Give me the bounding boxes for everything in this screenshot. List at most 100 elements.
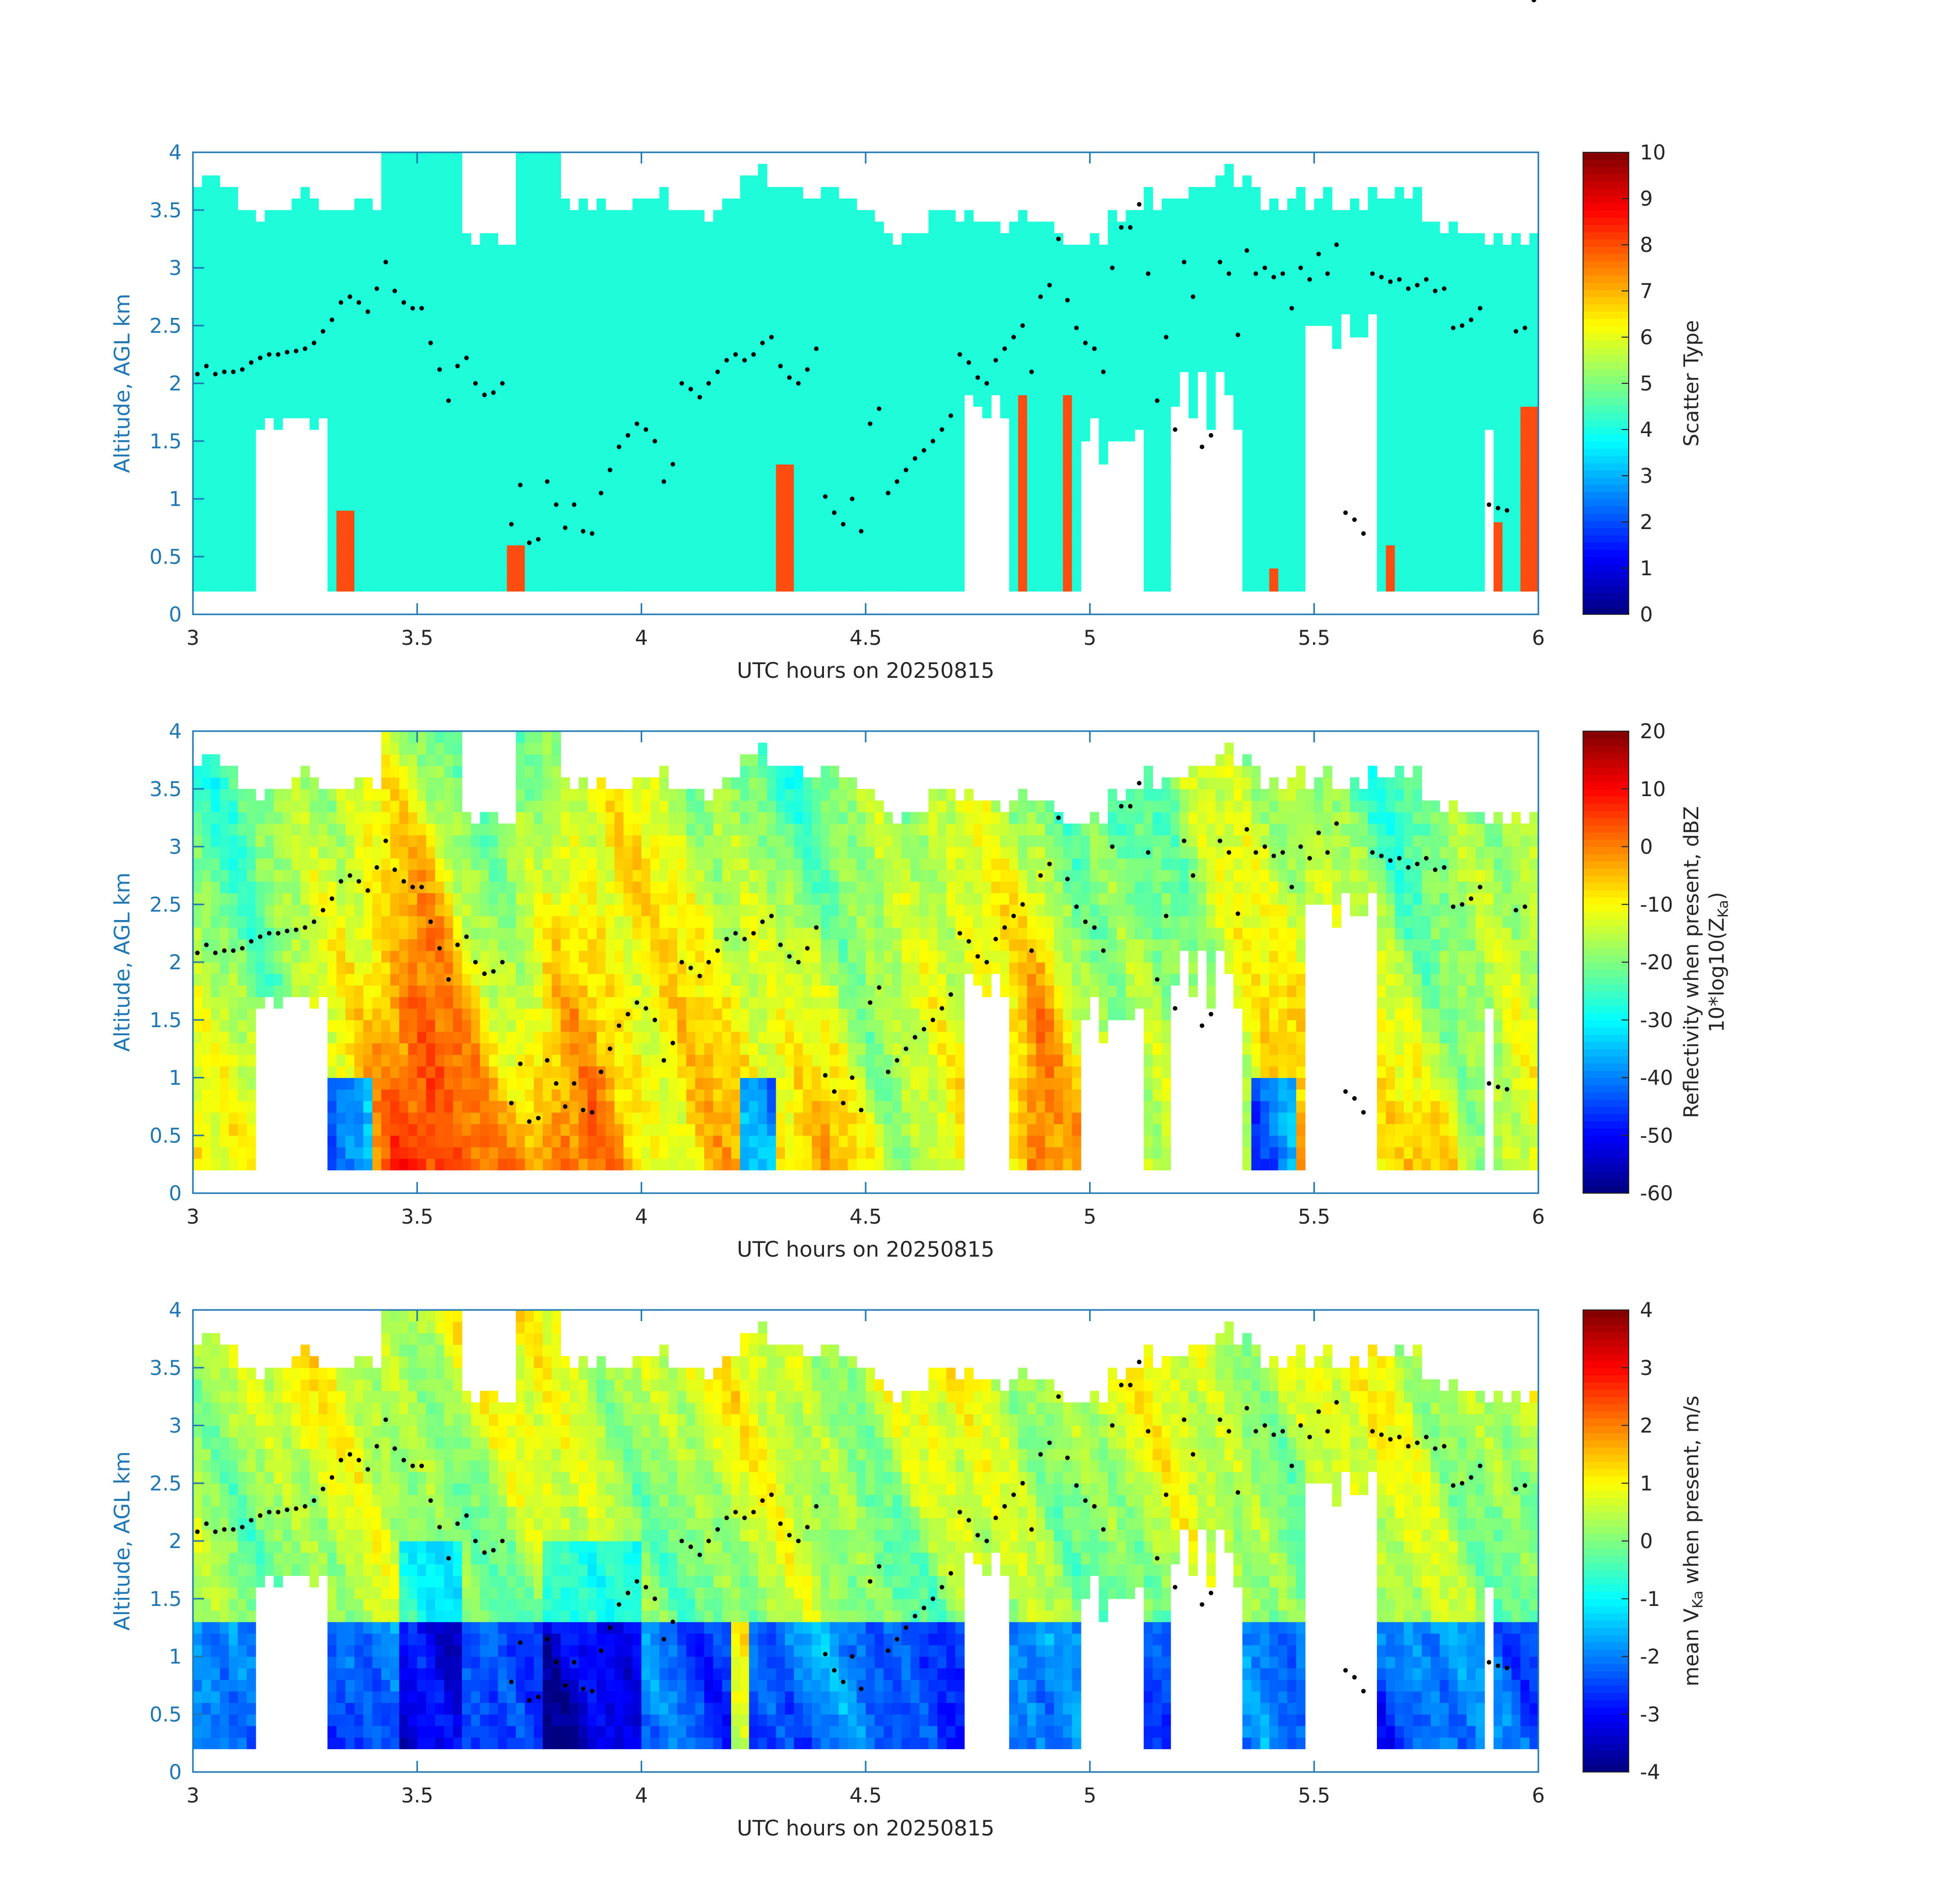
heatmap-cell bbox=[1502, 579, 1512, 592]
heatmap-cell bbox=[220, 893, 229, 905]
heatmap-cell bbox=[1251, 199, 1261, 211]
heatmap-cell bbox=[417, 163, 426, 176]
heatmap-cell bbox=[354, 268, 364, 280]
heatmap-cell bbox=[1386, 406, 1395, 418]
heatmap-cell bbox=[345, 452, 355, 465]
heatmap-cell bbox=[937, 268, 947, 280]
heatmap-cell bbox=[534, 314, 543, 326]
heatmap-cell bbox=[453, 533, 463, 546]
heatmap-cell bbox=[623, 256, 633, 269]
heatmap-cell bbox=[632, 545, 642, 557]
heatmap-cell bbox=[507, 279, 516, 291]
heatmap-cell bbox=[435, 556, 445, 569]
heatmap-cell bbox=[578, 579, 588, 592]
heatmap-cell bbox=[551, 245, 561, 257]
heatmap-cell bbox=[1458, 302, 1467, 315]
heatmap-cell bbox=[247, 325, 256, 338]
heatmap-cell bbox=[1036, 395, 1045, 407]
heatmap-cell bbox=[228, 973, 238, 986]
heatmap-cell bbox=[1422, 522, 1431, 534]
heatmap-cell bbox=[211, 824, 220, 836]
heatmap-cell bbox=[1063, 383, 1072, 396]
heatmap-cell bbox=[1350, 302, 1360, 315]
heatmap-cell bbox=[489, 348, 499, 361]
heatmap-cell bbox=[408, 372, 418, 384]
heatmap-cell bbox=[1072, 464, 1081, 476]
heatmap-cell bbox=[282, 210, 292, 222]
heatmap-cell bbox=[740, 245, 749, 257]
heatmap-cell bbox=[641, 372, 651, 384]
x-tick-label: 5 bbox=[1083, 627, 1096, 650]
heatmap-cell bbox=[543, 522, 552, 534]
heatmap-cell bbox=[830, 441, 839, 453]
heatmap-cell bbox=[1466, 279, 1476, 291]
heatmap-cell bbox=[291, 383, 301, 396]
heatmap-cell bbox=[1036, 533, 1045, 546]
heatmap-cell bbox=[318, 268, 328, 280]
heatmap-cell bbox=[372, 268, 382, 280]
heatmap-cell bbox=[202, 973, 211, 986]
heatmap-cell bbox=[1412, 245, 1422, 257]
heatmap-cell bbox=[1018, 245, 1028, 257]
heatmap-cell bbox=[1224, 256, 1234, 269]
heatmap-cell bbox=[1251, 430, 1261, 442]
heatmap-cell bbox=[1386, 245, 1395, 257]
heatmap-cell bbox=[713, 452, 722, 465]
heatmap-cell bbox=[1108, 418, 1117, 430]
heatmap-cell bbox=[1251, 406, 1261, 418]
heatmap-cell bbox=[1439, 476, 1449, 488]
heatmap-cell bbox=[220, 372, 229, 384]
heatmap-cell bbox=[695, 452, 705, 465]
heatmap-cell bbox=[1287, 545, 1297, 557]
heatmap-cell bbox=[444, 418, 453, 430]
heatmap-cell bbox=[345, 406, 355, 418]
heatmap-cell bbox=[901, 348, 911, 361]
heatmap-cell bbox=[1009, 314, 1018, 326]
heatmap-cell bbox=[1422, 418, 1431, 430]
heatmap-cell bbox=[686, 568, 696, 580]
heatmap-cell bbox=[749, 291, 759, 303]
heatmap-cell bbox=[1126, 406, 1135, 418]
heatmap-cell bbox=[1126, 348, 1135, 361]
heatmap-cell bbox=[820, 568, 830, 580]
heatmap-cell bbox=[238, 858, 247, 870]
heatmap-cell bbox=[1404, 383, 1413, 396]
heatmap-cell bbox=[363, 464, 373, 476]
heatmap-cell bbox=[839, 256, 848, 269]
heatmap-cell bbox=[193, 452, 203, 465]
colorbar-tick-label: 8 bbox=[1640, 234, 1653, 257]
heatmap-cell bbox=[282, 372, 292, 384]
heatmap-cell bbox=[1009, 302, 1018, 315]
colorbar-step bbox=[1583, 325, 1629, 334]
heatmap-cell bbox=[839, 383, 848, 396]
heatmap-cell bbox=[489, 430, 499, 442]
heatmap-cell bbox=[803, 579, 812, 592]
heatmap-cell bbox=[955, 233, 965, 245]
heatmap-cell bbox=[1412, 337, 1422, 349]
heatmap-cell bbox=[866, 314, 875, 326]
heatmap-cell bbox=[785, 245, 795, 257]
heatmap-cell bbox=[1072, 245, 1081, 257]
heatmap-cell bbox=[471, 372, 480, 384]
heatmap-cell bbox=[713, 464, 722, 476]
heatmap-cell bbox=[336, 533, 346, 546]
heatmap-cell bbox=[363, 452, 373, 465]
heatmap-cell bbox=[749, 476, 759, 488]
heatmap-cell bbox=[1036, 510, 1045, 522]
heatmap-cell bbox=[857, 302, 866, 315]
heatmap-cell bbox=[543, 256, 552, 269]
heatmap-cell bbox=[893, 441, 902, 453]
heatmap-cell bbox=[1009, 464, 1018, 476]
heatmap-cell bbox=[291, 245, 301, 257]
heatmap-cell bbox=[255, 245, 265, 257]
heatmap-cell bbox=[193, 325, 203, 338]
heatmap-cell bbox=[803, 522, 812, 534]
heatmap-cell bbox=[238, 452, 247, 465]
heatmap-cell bbox=[336, 372, 346, 384]
heatmap-cell bbox=[516, 152, 525, 165]
heatmap-cell bbox=[1377, 383, 1387, 396]
heatmap-cell bbox=[1072, 360, 1081, 372]
heatmap-cell bbox=[713, 395, 722, 407]
heatmap-cell bbox=[1386, 568, 1395, 580]
heatmap-cell bbox=[1323, 187, 1333, 199]
